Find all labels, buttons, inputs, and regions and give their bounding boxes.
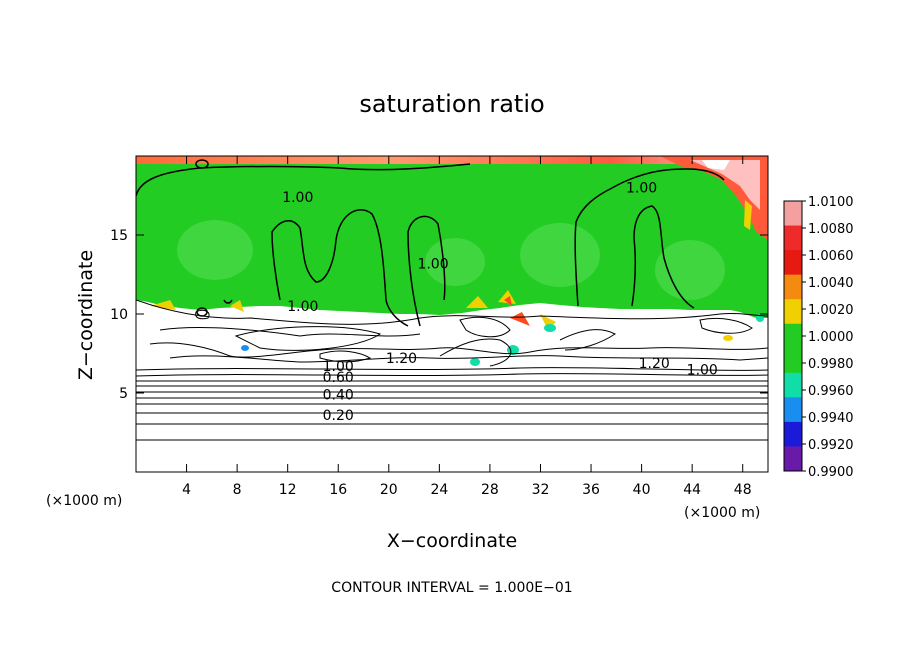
x-axis-ticks: 4 8 12 16 20 24 28 32 36 40 44 48 [182, 156, 752, 498]
x-tick-label: 24 [430, 482, 448, 498]
x-tick-label: 20 [380, 482, 398, 498]
contour-label: 1.00 [282, 190, 313, 206]
x-tick-label: 36 [582, 482, 600, 498]
x-tick-label: 32 [532, 482, 550, 498]
colorbar-swatch [784, 421, 802, 447]
colorbar-label: 0.9940 [808, 411, 854, 426]
y-tick-label: 10 [110, 307, 128, 323]
y-tick-label: 5 [119, 386, 128, 402]
x-tick-label: 4 [182, 482, 191, 498]
top-right-white-core [702, 160, 730, 170]
mid-contour-lines [136, 299, 768, 367]
x-unit-label: (×1000 m) [684, 505, 760, 521]
lower-contour-lines [136, 367, 768, 441]
colorbar-label: 0.9900 [808, 465, 854, 480]
y-tick-label: 15 [110, 228, 128, 244]
colorbar-swatch [784, 446, 802, 472]
contour-label: 0.40 [323, 388, 354, 404]
contour-label: 1.20 [639, 356, 670, 372]
contour-labels: 1.001.001.001.001.20 1.20 1.001.000.600.40… [282, 181, 718, 425]
colorbar-label: 1.0000 [808, 330, 854, 345]
chart-title: saturation ratio [359, 90, 544, 118]
colorbar-swatch [784, 372, 802, 398]
x-tick-label: 44 [683, 482, 701, 498]
contour-label: 1.00 [417, 256, 448, 272]
colorbar-label: 1.0080 [808, 222, 854, 237]
colorbar-label: 1.0020 [808, 303, 854, 318]
colorbar-swatch [784, 348, 802, 374]
x-tick-label: 16 [329, 482, 347, 498]
green-layer [136, 156, 768, 318]
x-axis-label: X−coordinate [387, 530, 517, 552]
yellow-streak [744, 200, 752, 230]
x-tick-label: 40 [633, 482, 651, 498]
y-axis-ticks: 5 10 15 [110, 228, 768, 402]
colorbar-label: 1.0100 [808, 195, 854, 210]
colorbar-label: 1.0040 [808, 276, 854, 291]
colorbar-label: 0.9980 [808, 357, 854, 372]
contour-label: 1.00 [687, 362, 718, 378]
colorbar-swatch [784, 225, 802, 251]
colorbar-swatch [784, 250, 802, 276]
plot-area [136, 156, 768, 441]
upper-contour-lines [136, 159, 725, 327]
x-tick-label: 48 [734, 482, 752, 498]
colorbar-swatch [784, 274, 802, 300]
contour-label: 1.20 [386, 351, 417, 367]
top-right-hotspot-inner [690, 160, 760, 210]
colorbar-swatch [784, 397, 802, 423]
colorbar-swatch [784, 201, 802, 227]
colorbar-label: 0.9920 [808, 438, 854, 453]
x-tick-label: 12 [279, 482, 297, 498]
y-axis-label: Z−coordinate [75, 250, 97, 380]
contour-label: 0.60 [323, 370, 354, 386]
colorbar-label: 0.9960 [808, 384, 854, 399]
colorbar-swatch [784, 323, 802, 349]
x-tick-label: 8 [233, 482, 242, 498]
colorbar-swatch [784, 299, 802, 325]
top-strip [136, 156, 768, 164]
z-unit-label: (×1000 m) [46, 493, 122, 509]
contour-label: 1.00 [287, 299, 318, 315]
colorbar-label: 1.0060 [808, 249, 854, 264]
contour-label: 1.00 [323, 359, 354, 375]
contour-label: 1.00 [626, 181, 657, 197]
colorbar: 1.0100 1.0080 1.0060 1.0040 1.0020 1.0000 0.99… [783, 195, 854, 480]
x-tick-label: 28 [481, 482, 499, 498]
light-green-patches [177, 220, 725, 300]
contour-label: 0.20 [323, 408, 354, 424]
contour-interval-note: CONTOUR INTERVAL = 1.000E−01 [331, 580, 572, 596]
